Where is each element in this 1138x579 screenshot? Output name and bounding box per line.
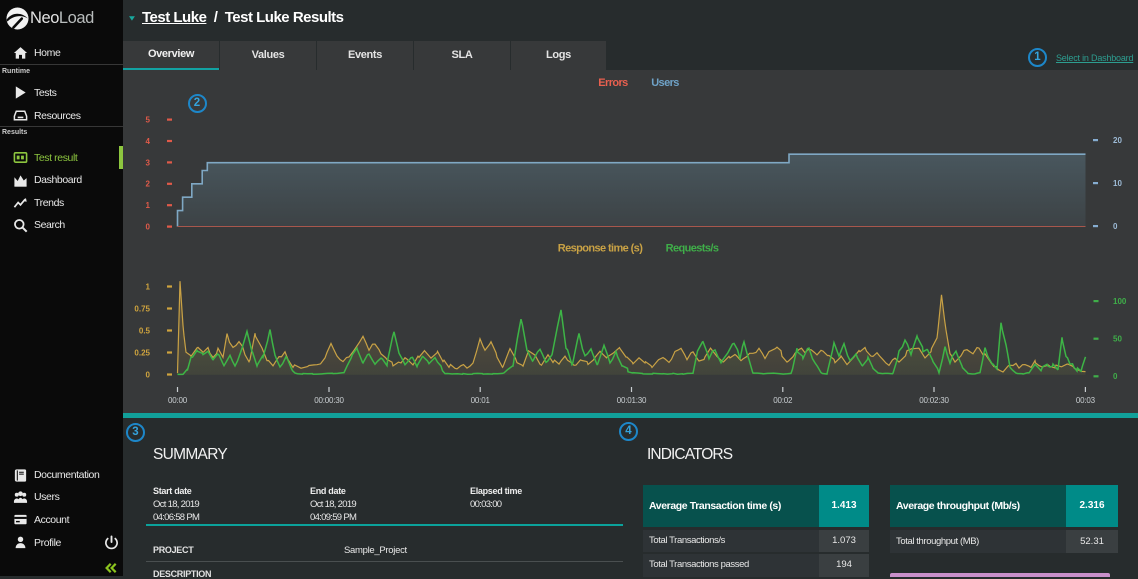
svg-text:00:02: 00:02 <box>773 396 793 405</box>
svg-text:Response time (s): Response time (s) <box>558 243 643 255</box>
svg-text:00:01:30: 00:01:30 <box>617 396 647 405</box>
svg-text:00:00: 00:00 <box>168 396 188 405</box>
svg-text:0: 0 <box>1113 372 1118 381</box>
svg-text:00:01: 00:01 <box>471 396 491 405</box>
svg-text:Errors: Errors <box>598 77 628 89</box>
svg-text:Requests/s: Requests/s <box>666 243 719 255</box>
svg-text:1: 1 <box>146 201 151 210</box>
svg-text:20: 20 <box>1113 136 1122 145</box>
svg-text:0.75: 0.75 <box>134 304 150 313</box>
svg-text:0.5: 0.5 <box>139 326 151 335</box>
svg-text:2: 2 <box>146 180 151 189</box>
svg-text:100: 100 <box>1113 297 1127 306</box>
svg-text:5: 5 <box>146 116 151 125</box>
svg-text:0: 0 <box>146 370 151 379</box>
svg-text:00:03: 00:03 <box>1076 396 1096 405</box>
svg-text:1: 1 <box>146 282 151 291</box>
svg-text:Users: Users <box>651 77 679 89</box>
svg-text:10: 10 <box>1113 179 1122 188</box>
svg-text:00:02:30: 00:02:30 <box>919 396 949 405</box>
svg-text:0: 0 <box>1113 222 1118 231</box>
svg-text:4: 4 <box>146 137 151 146</box>
svg-text:0: 0 <box>146 223 151 232</box>
svg-text:00:00:30: 00:00:30 <box>314 396 344 405</box>
svg-text:0.25: 0.25 <box>134 348 150 357</box>
svg-text:50: 50 <box>1113 335 1122 344</box>
svg-text:3: 3 <box>146 158 151 167</box>
